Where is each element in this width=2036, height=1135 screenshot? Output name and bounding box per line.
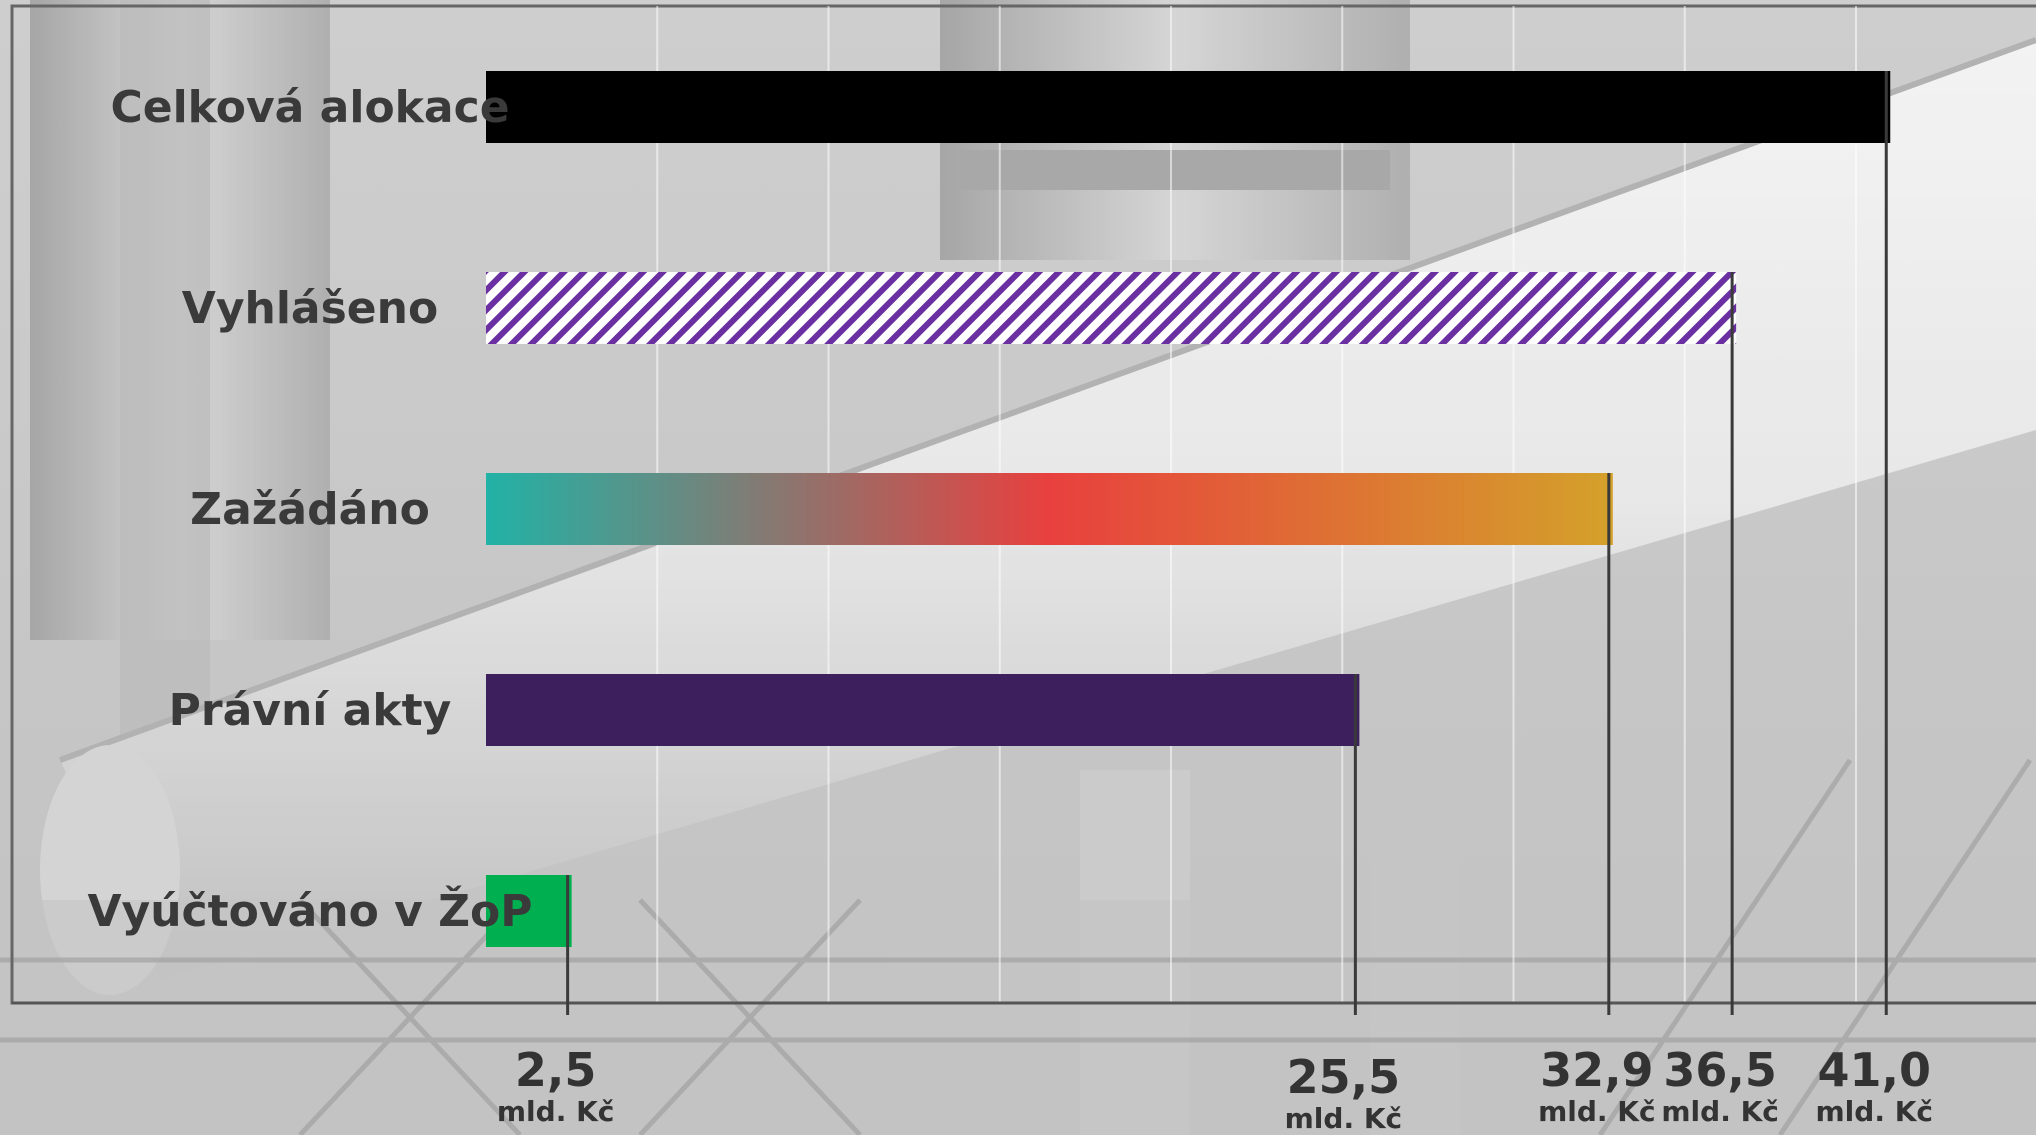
category-label-3: Zažádáno (190, 484, 430, 535)
value-leader-lines (566, 71, 1888, 1015)
bar-3 (486, 473, 1613, 545)
value-label-2: 36,5 (1663, 1043, 1777, 1097)
value-unit-5: mld. Kč (497, 1095, 615, 1128)
bar-2 (486, 272, 1737, 344)
category-label-2: Vyhlášeno (182, 283, 438, 334)
value-label-4: 25,5 (1287, 1050, 1401, 1104)
value-unit-2: mld. Kč (1661, 1095, 1779, 1128)
category-label-1: Celková alokace (110, 82, 509, 133)
bar-1 (486, 71, 1891, 143)
value-unit-1: mld. Kč (1816, 1095, 1934, 1128)
category-label-5: Vyúčtováno v ŽoP (87, 884, 532, 937)
value-label-1: 41,0 (1818, 1043, 1932, 1097)
value-unit-4: mld. Kč (1285, 1102, 1403, 1135)
value-label-3: 32,9 (1540, 1043, 1654, 1097)
value-label-5: 2,5 (515, 1043, 597, 1097)
value-unit-3: mld. Kč (1538, 1095, 1656, 1128)
category-labels: Celková alokace Vyhlášeno Zažádáno Právní a… (87, 82, 532, 937)
bar-4 (486, 674, 1360, 746)
bar-5 (486, 875, 572, 947)
bars (486, 71, 1891, 947)
category-label-4: Právní akty (169, 685, 452, 736)
